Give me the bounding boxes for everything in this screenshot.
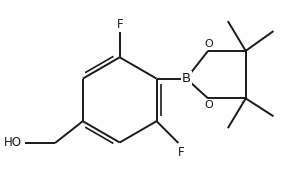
- Text: F: F: [178, 146, 185, 159]
- Text: O: O: [205, 100, 213, 110]
- Text: HO: HO: [4, 136, 21, 149]
- Text: F: F: [116, 18, 123, 31]
- Text: B: B: [182, 72, 191, 85]
- Text: O: O: [205, 39, 213, 49]
